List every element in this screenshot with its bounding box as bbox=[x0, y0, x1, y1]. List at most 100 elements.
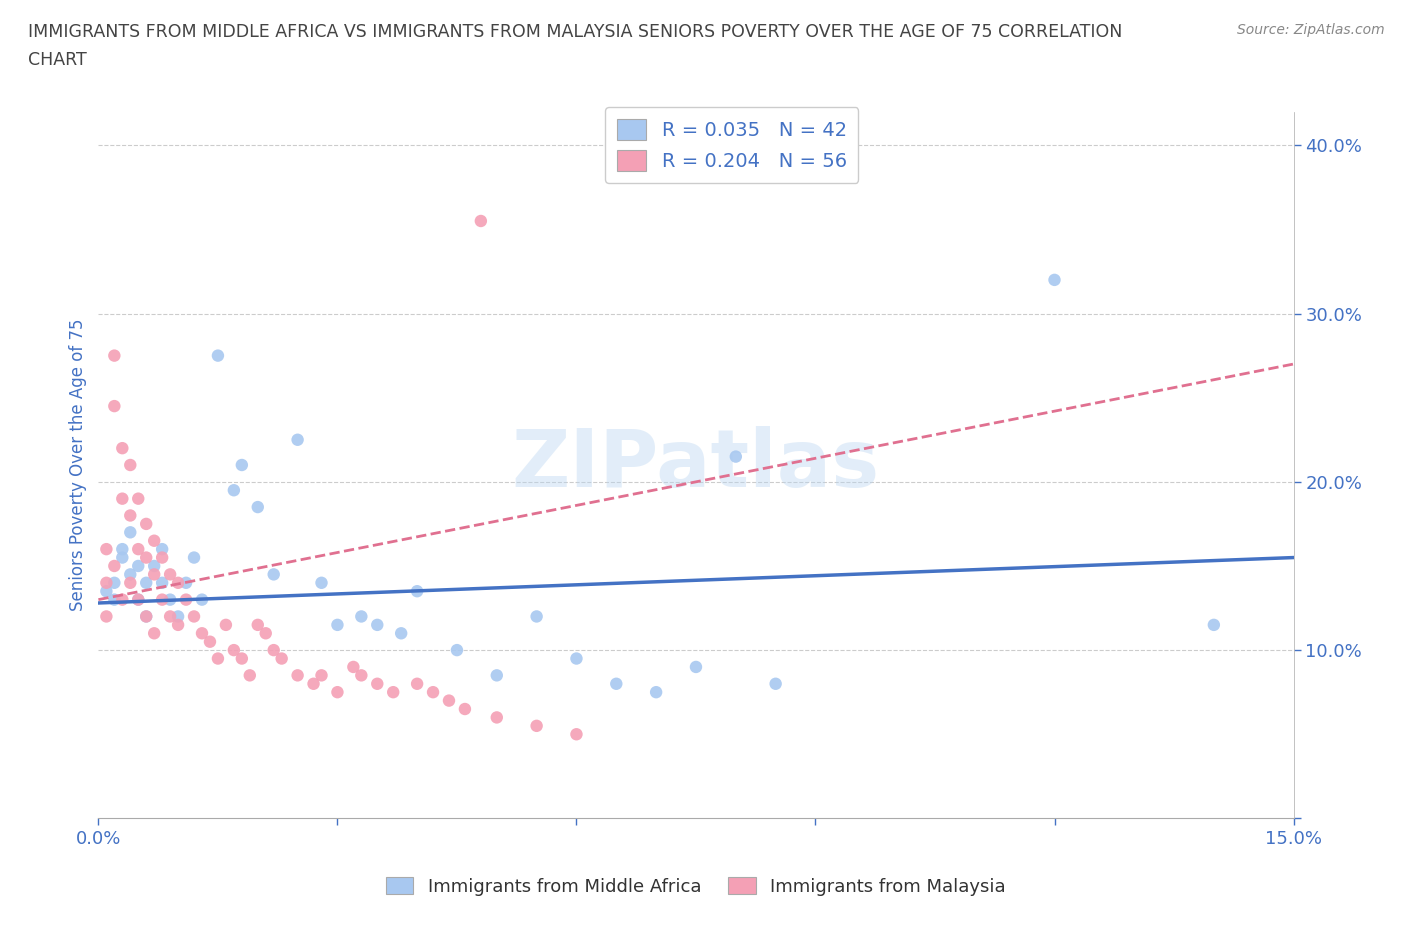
Point bbox=[565, 651, 588, 666]
Point bbox=[103, 576, 125, 591]
Y-axis label: Seniors Poverty Over the Age of 75: Seniors Poverty Over the Age of 75 bbox=[69, 319, 87, 611]
Point bbox=[287, 668, 309, 683]
Point bbox=[326, 684, 349, 699]
Point bbox=[127, 592, 149, 607]
Point bbox=[167, 609, 190, 624]
Point bbox=[120, 525, 142, 539]
Point bbox=[207, 348, 229, 363]
Point bbox=[111, 491, 134, 506]
Point bbox=[143, 567, 166, 582]
Point bbox=[150, 551, 173, 565]
Point bbox=[111, 441, 134, 456]
Point bbox=[167, 618, 190, 632]
Point bbox=[120, 567, 142, 582]
Point bbox=[159, 592, 181, 607]
Point bbox=[96, 576, 118, 591]
Point bbox=[406, 676, 429, 691]
Point bbox=[470, 214, 492, 229]
Point bbox=[103, 559, 125, 574]
Point bbox=[724, 449, 747, 464]
Point bbox=[526, 609, 548, 624]
Point bbox=[246, 499, 269, 514]
Point bbox=[231, 458, 253, 472]
Point bbox=[103, 592, 125, 607]
Point bbox=[127, 559, 149, 574]
Point bbox=[389, 626, 412, 641]
Point bbox=[143, 533, 166, 548]
Point bbox=[96, 609, 118, 624]
Point bbox=[454, 701, 477, 716]
Point bbox=[135, 516, 157, 531]
Point bbox=[183, 609, 205, 624]
Point bbox=[103, 399, 125, 414]
Point bbox=[246, 618, 269, 632]
Text: ZIPatlas: ZIPatlas bbox=[512, 426, 880, 504]
Point bbox=[111, 541, 134, 556]
Point bbox=[135, 609, 157, 624]
Point bbox=[526, 718, 548, 733]
Point bbox=[406, 584, 429, 599]
Point bbox=[174, 592, 197, 607]
Point bbox=[96, 584, 118, 599]
Point bbox=[120, 508, 142, 523]
Point bbox=[565, 727, 588, 742]
Point bbox=[135, 576, 157, 591]
Point bbox=[222, 483, 245, 498]
Point bbox=[765, 676, 787, 691]
Point bbox=[150, 541, 173, 556]
Point bbox=[143, 626, 166, 641]
Point bbox=[350, 609, 373, 624]
Point bbox=[215, 618, 238, 632]
Point bbox=[1202, 618, 1225, 632]
Text: Source: ZipAtlas.com: Source: ZipAtlas.com bbox=[1237, 23, 1385, 37]
Point bbox=[159, 609, 181, 624]
Point bbox=[1043, 272, 1066, 287]
Point bbox=[685, 659, 707, 674]
Point bbox=[103, 348, 125, 363]
Point bbox=[120, 458, 142, 472]
Point bbox=[150, 576, 173, 591]
Point bbox=[96, 541, 118, 556]
Point bbox=[382, 684, 405, 699]
Point bbox=[342, 659, 364, 674]
Point bbox=[366, 676, 388, 691]
Point bbox=[485, 710, 508, 724]
Point bbox=[645, 684, 668, 699]
Legend: Immigrants from Middle Africa, Immigrants from Malaysia: Immigrants from Middle Africa, Immigrant… bbox=[380, 870, 1012, 903]
Point bbox=[150, 592, 173, 607]
Point bbox=[159, 567, 181, 582]
Point bbox=[174, 576, 197, 591]
Point bbox=[231, 651, 253, 666]
Point bbox=[263, 567, 285, 582]
Point bbox=[191, 626, 214, 641]
Point bbox=[270, 651, 292, 666]
Point bbox=[446, 643, 468, 658]
Point bbox=[422, 684, 444, 699]
Point bbox=[485, 668, 508, 683]
Point bbox=[167, 576, 190, 591]
Point bbox=[287, 432, 309, 447]
Text: CHART: CHART bbox=[28, 51, 87, 69]
Point bbox=[437, 693, 460, 708]
Point bbox=[366, 618, 388, 632]
Point bbox=[183, 551, 205, 565]
Point bbox=[311, 576, 333, 591]
Point bbox=[207, 651, 229, 666]
Point bbox=[111, 592, 134, 607]
Text: IMMIGRANTS FROM MIDDLE AFRICA VS IMMIGRANTS FROM MALAYSIA SENIORS POVERTY OVER T: IMMIGRANTS FROM MIDDLE AFRICA VS IMMIGRA… bbox=[28, 23, 1122, 41]
Point bbox=[198, 634, 221, 649]
Point bbox=[239, 668, 262, 683]
Point bbox=[254, 626, 277, 641]
Point bbox=[127, 491, 149, 506]
Point bbox=[111, 551, 134, 565]
Point bbox=[120, 576, 142, 591]
Point bbox=[191, 592, 214, 607]
Point bbox=[311, 668, 333, 683]
Point bbox=[350, 668, 373, 683]
Point bbox=[127, 541, 149, 556]
Point bbox=[127, 592, 149, 607]
Point bbox=[135, 551, 157, 565]
Point bbox=[222, 643, 245, 658]
Point bbox=[326, 618, 349, 632]
Point bbox=[605, 676, 627, 691]
